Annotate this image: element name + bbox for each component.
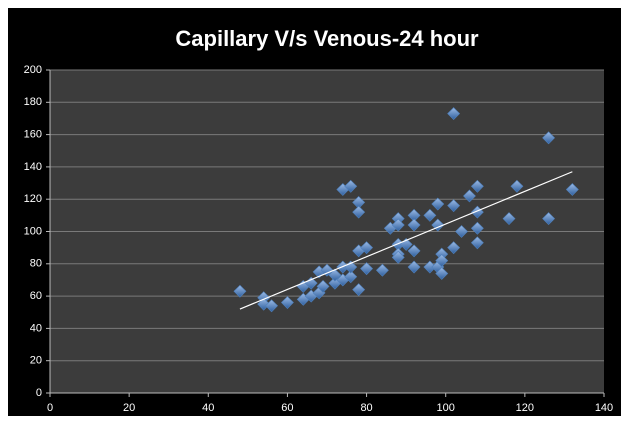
point: [447, 199, 461, 213]
x-tick-label: 20: [123, 402, 135, 414]
point: [281, 296, 294, 309]
y-tick-label: 140: [24, 161, 42, 173]
point: [447, 107, 461, 121]
point: [360, 241, 373, 255]
y-tick-label: 0: [36, 387, 42, 399]
x-tick-label: 120: [516, 402, 534, 414]
point: [375, 263, 389, 277]
y-tick-label: 40: [30, 322, 42, 334]
y-tick-label: 80: [30, 258, 42, 270]
point: [470, 236, 484, 250]
point: [470, 179, 484, 193]
point: [257, 297, 271, 311]
point: [352, 205, 366, 219]
point: [423, 208, 437, 222]
point: [463, 189, 476, 203]
point: [542, 212, 556, 226]
x-tick-label: 40: [202, 402, 214, 414]
point: [344, 179, 358, 193]
chart-title: Capillary V/s Venous-24 hour: [175, 26, 479, 51]
point: [407, 218, 421, 232]
point: [360, 262, 373, 276]
point: [265, 299, 279, 313]
point: [542, 131, 556, 145]
point: [320, 263, 334, 277]
point: [470, 221, 484, 235]
point: [435, 254, 449, 267]
y-tick-label: 20: [30, 355, 42, 367]
point: [391, 250, 405, 264]
x-tick-label: 0: [47, 402, 53, 414]
trend-line: [239, 171, 573, 310]
point: [233, 284, 247, 298]
point: [447, 241, 461, 255]
x-tick-label: 80: [360, 402, 372, 414]
point: [316, 279, 330, 293]
point: [407, 260, 421, 274]
point: [510, 179, 524, 193]
x-tick-label: 60: [281, 402, 293, 414]
point: [502, 212, 516, 226]
y-tick-label: 100: [24, 225, 42, 237]
point: [431, 197, 445, 211]
point: [344, 270, 358, 284]
y-tick-label: 160: [24, 129, 42, 141]
y-tick-label: 180: [24, 96, 42, 108]
point: [407, 244, 421, 258]
point: [391, 218, 405, 232]
point: [455, 225, 468, 238]
y-tick-label: 120: [24, 193, 42, 205]
point: [352, 283, 366, 297]
point: [328, 268, 342, 282]
point: [435, 267, 449, 280]
x-tick-label: 140: [595, 402, 613, 414]
y-tick-label: 60: [30, 290, 42, 302]
y-tick-label: 200: [24, 64, 42, 76]
point: [565, 183, 579, 196]
x-tick-label: 100: [437, 402, 455, 414]
